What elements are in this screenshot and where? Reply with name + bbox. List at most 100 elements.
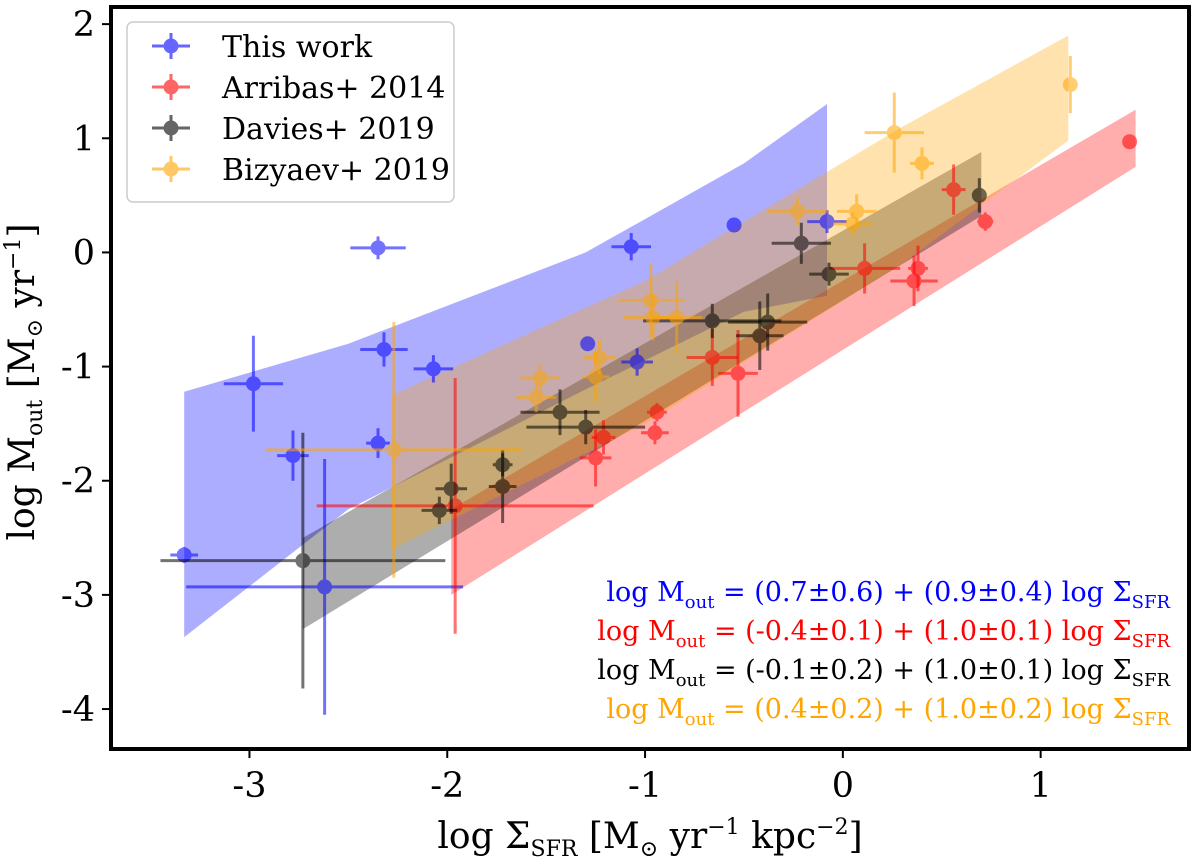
axis-ticks: -3 -2 -1 0 1 -4 -3 -2 -1 0 1 2: [61, 5, 1052, 806]
data-point: [488, 449, 517, 523]
x-tick-label: -1: [628, 766, 662, 806]
data-point: [580, 336, 596, 352]
data-point: [771, 222, 831, 264]
fit-equation: log Mout = (0.7±0.6) + (0.9±0.4) log ΣSF…: [606, 577, 1170, 613]
point-marker: [317, 579, 333, 595]
data-point: [829, 243, 901, 294]
data-point: [435, 463, 468, 514]
point-marker: [629, 354, 645, 370]
point-marker: [977, 214, 993, 230]
x-tick-label: 0: [832, 766, 854, 806]
point-marker: [643, 292, 659, 308]
x-tick-label: -2: [430, 766, 464, 806]
point-marker: [649, 404, 665, 420]
legend-entry-this-work: This work: [152, 30, 373, 65]
data-point: [360, 332, 408, 367]
data-point: [767, 197, 828, 226]
point-marker: [596, 429, 612, 445]
fit-equations: log Mout = (0.7±0.6) + (0.9±0.4) log ΣSF…: [597, 577, 1170, 730]
legend-marker: [152, 156, 190, 182]
point-marker: [726, 217, 742, 233]
data-point: [366, 428, 390, 458]
data-point: [350, 236, 406, 260]
point-marker: [578, 419, 594, 435]
data-point: [265, 322, 523, 578]
y-tick-label: -2: [61, 462, 95, 502]
point-marker: [386, 442, 402, 458]
legend-dot: [163, 161, 179, 177]
point-marker: [971, 187, 987, 203]
point-marker: [730, 365, 746, 381]
point-marker: [704, 313, 720, 329]
band-this-work: [184, 104, 828, 638]
point-marker: [443, 481, 459, 497]
data-point: [910, 147, 934, 180]
data-point: [890, 255, 938, 307]
y-axis-label: log Mout [M⊙ yr−1]: [1, 223, 48, 540]
legend-entry-davies-2019: Davies+ 2019: [152, 112, 435, 147]
point-marker: [592, 349, 608, 365]
data-point: [413, 355, 454, 383]
point-marker: [528, 389, 544, 405]
legend-entry-bizyaev-2019: Bizyaev+ 2019: [152, 153, 450, 188]
point-marker: [1062, 77, 1078, 93]
data-point: [223, 335, 284, 432]
point-marker: [376, 341, 392, 357]
point-marker: [669, 309, 685, 325]
band-arribas-2014: [451, 109, 1136, 595]
data-point: [977, 212, 994, 231]
point-marker: [495, 478, 511, 494]
x-tick-label: 1: [1030, 766, 1052, 806]
point-marker: [819, 214, 835, 230]
data-point: [583, 340, 616, 375]
fit-equation: log Mout = (-0.4±0.1) + (1.0±0.1) log ΣS…: [597, 616, 1170, 652]
legend-marker: [152, 33, 190, 59]
data-point: [160, 432, 446, 689]
point-marker: [295, 553, 311, 569]
legend-marker: [152, 115, 190, 141]
data-point: [864, 92, 924, 173]
point-marker: [760, 314, 776, 330]
data-point: [971, 178, 987, 213]
legend-marker: [152, 74, 190, 100]
y-tick-label: 2: [73, 5, 95, 45]
point-marker: [793, 235, 809, 251]
legend-dot: [163, 79, 179, 95]
point-marker: [789, 203, 805, 219]
y-tick-label: -4: [61, 690, 95, 730]
y-tick-label: 1: [73, 119, 95, 159]
data-point: [726, 217, 742, 233]
data-point: [736, 301, 784, 371]
point-marker: [845, 216, 861, 232]
data-point: [186, 459, 464, 715]
legend-label: This work: [222, 30, 373, 65]
legend-box: [126, 21, 455, 203]
data-point: [650, 280, 703, 355]
point-marker: [245, 376, 261, 392]
data-point: [526, 409, 646, 445]
point-marker: [946, 182, 962, 198]
data-point: [832, 212, 873, 236]
legend-label: Davies+ 2019: [222, 112, 435, 147]
series-arribas-2014: [316, 134, 1138, 634]
point-marker: [370, 435, 386, 451]
data-point: [579, 429, 612, 487]
data-point: [647, 403, 667, 422]
point-marker: [821, 266, 837, 282]
point-marker: [532, 370, 548, 386]
point-marker: [906, 273, 922, 289]
data-point: [941, 164, 966, 215]
plot-frame: [109, 5, 1191, 751]
legend-dot: [163, 38, 179, 54]
point-marker: [623, 239, 639, 255]
data-point: [641, 421, 669, 445]
data-point: [809, 262, 849, 286]
legend: This work Arribas+ 2014 Davies+ 2019 Bizyae…: [126, 21, 455, 203]
series-this-work: [170, 210, 847, 715]
data-point: [516, 382, 557, 413]
legend-dot: [163, 120, 179, 136]
point-marker: [580, 336, 596, 352]
point-marker: [552, 404, 568, 420]
band-davies-2019: [302, 151, 982, 630]
